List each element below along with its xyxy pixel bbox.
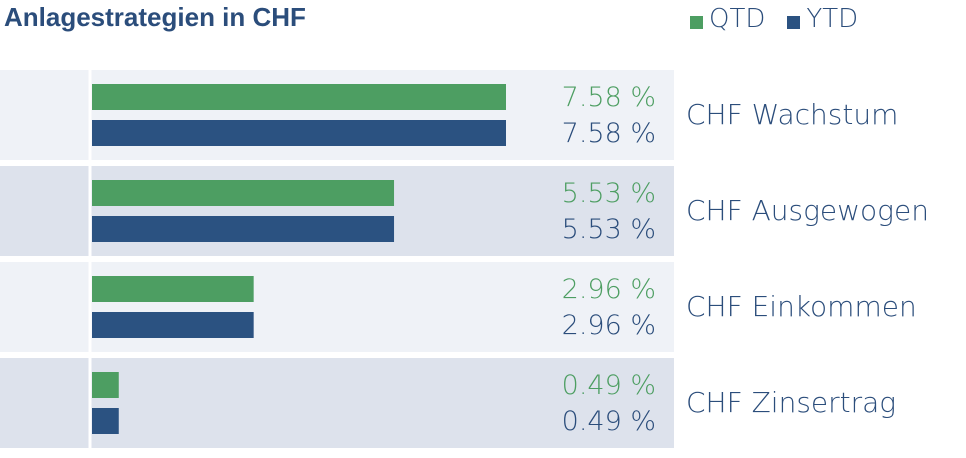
- legend-swatch-qtd: [690, 15, 703, 29]
- legend-item-qtd: QTD: [690, 4, 765, 34]
- value-label-ytd: 2.96 %: [562, 310, 656, 341]
- category-label: CHF Wachstum: [686, 98, 898, 131]
- bar-qtd: [92, 180, 395, 206]
- legend-label-ytd: YTD: [806, 4, 859, 34]
- value-label-qtd: 0.49 %: [562, 370, 656, 401]
- bar-qtd: [92, 276, 254, 302]
- legend-label-qtd: QTD: [709, 4, 766, 34]
- legend-item-ytd: YTD: [787, 4, 858, 34]
- value-label-qtd: 5.53 %: [562, 178, 656, 209]
- value-label-qtd: 2.96 %: [562, 274, 656, 305]
- legend-swatch-ytd: [787, 15, 801, 29]
- bar-ytd: [92, 408, 119, 434]
- bar-ytd: [92, 216, 395, 242]
- value-label-ytd: 0.49 %: [562, 406, 656, 437]
- value-label-qtd: 7.58 %: [562, 82, 656, 113]
- category-label: CHF Ausgewogen: [686, 194, 929, 227]
- bar-qtd: [92, 84, 506, 110]
- category-label: CHF Einkommen: [686, 290, 917, 323]
- bar-ytd: [92, 120, 506, 146]
- category-label: CHF Zinsertrag: [686, 386, 896, 419]
- bar-ytd: [92, 312, 254, 338]
- value-label-ytd: 5.53 %: [562, 214, 656, 245]
- bar-qtd: [92, 372, 119, 398]
- legend: QTD YTD: [690, 4, 858, 34]
- value-label-ytd: 7.58 %: [562, 118, 656, 149]
- chart-title: Anlagestrategien in CHF: [4, 2, 306, 32]
